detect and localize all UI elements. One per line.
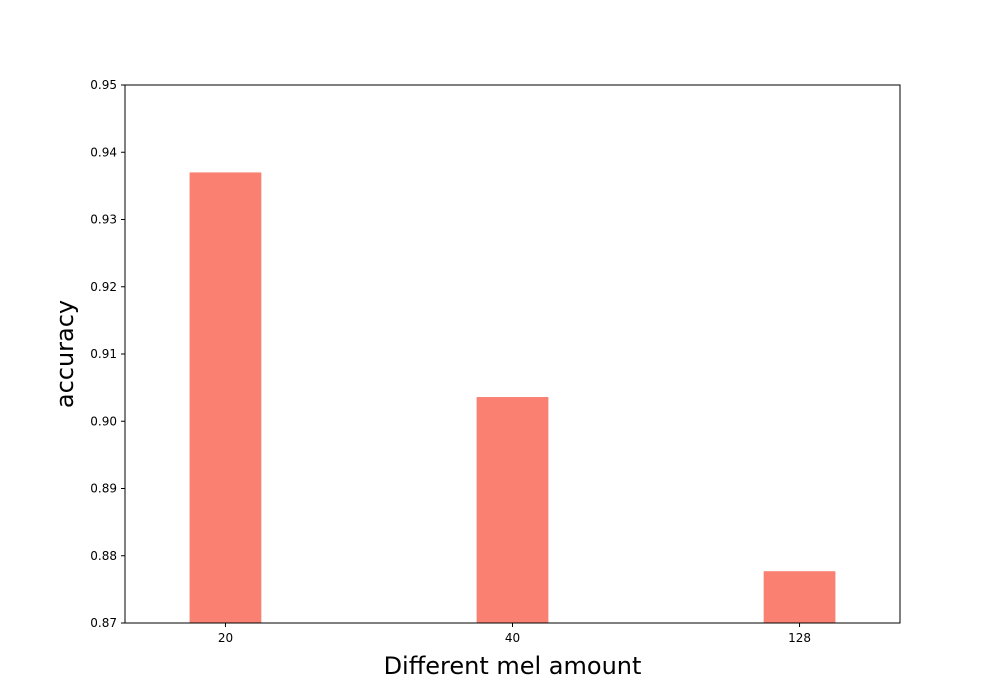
y-tick-label: 0.90 <box>90 414 117 428</box>
bar-40 <box>476 397 549 623</box>
y-axis-ticks: 0.87 0.88 0.89 0.90 0.91 0.92 0.93 0.94 0.95 <box>90 78 125 630</box>
bar-20 <box>189 172 262 624</box>
y-tick-label: 0.88 <box>90 549 117 563</box>
y-tick-label: 0.95 <box>90 78 117 92</box>
y-axis-title: accuracy <box>51 300 79 408</box>
y-tick-label: 0.87 <box>90 616 117 630</box>
y-tick-label: 0.89 <box>90 482 117 496</box>
x-axis-title: Different mel amount <box>384 652 642 680</box>
x-tick-label: 40 <box>505 631 520 645</box>
x-axis-ticks: 20 40 128 <box>218 623 811 645</box>
plot-frame <box>124 84 901 624</box>
bar-128 <box>763 571 836 623</box>
y-tick-label: 0.92 <box>90 280 117 294</box>
x-tick-label: 128 <box>788 631 811 645</box>
y-tick-label: 0.93 <box>90 213 117 227</box>
y-tick-label: 0.94 <box>90 145 117 159</box>
bars-layer <box>189 172 836 624</box>
y-tick-label: 0.91 <box>90 347 117 361</box>
x-tick-label: 20 <box>218 631 233 645</box>
